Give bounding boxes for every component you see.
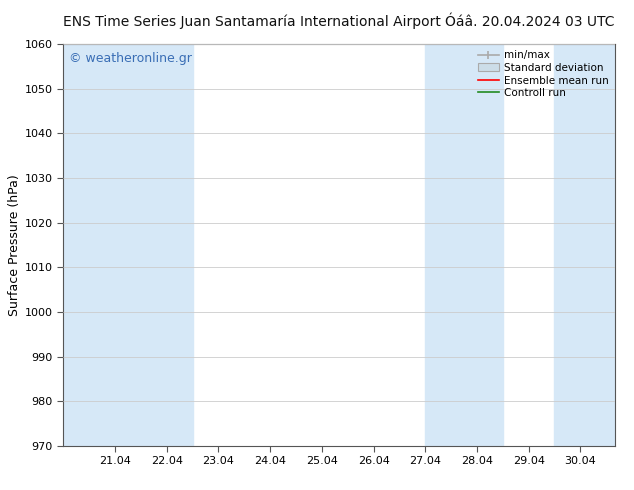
Legend: min/max, Standard deviation, Ensemble mean run, Controll run: min/max, Standard deviation, Ensemble me… (474, 46, 613, 102)
Bar (141, 44, 193, 446)
Bar (555, 44, 615, 446)
Bar (63, 44, 141, 446)
Bar (451, 44, 503, 446)
Y-axis label: Surface Pressure (hPa): Surface Pressure (hPa) (8, 174, 21, 316)
Text: © weatheronline.gr: © weatheronline.gr (69, 52, 192, 65)
Text: Óáâ. 20.04.2024 03 UTC: Óáâ. 20.04.2024 03 UTC (446, 15, 615, 29)
Text: ENS Time Series Juan Santamaría International Airport: ENS Time Series Juan Santamaría Internat… (63, 15, 441, 29)
Bar (425, 44, 451, 446)
